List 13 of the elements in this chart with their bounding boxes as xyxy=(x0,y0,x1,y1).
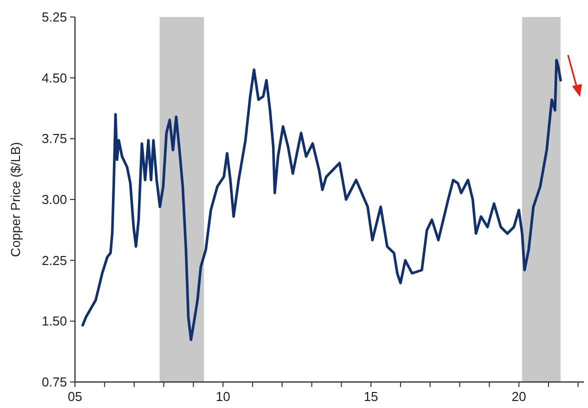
y-tick-label: 4.50 xyxy=(42,70,67,86)
y-tick-label: 3.75 xyxy=(42,131,67,146)
y-axis-title: Copper Price ($/LB) xyxy=(8,142,23,257)
y-tick-label: 0.75 xyxy=(42,374,67,390)
y-tick-label: 1.50 xyxy=(42,314,67,329)
x-tick-label: 20 xyxy=(512,389,526,404)
line-series xyxy=(81,58,562,342)
y-tick-label: 2.25 xyxy=(42,252,67,268)
x-tick-label: 15 xyxy=(364,389,378,404)
x-tick-label: 05 xyxy=(68,389,82,404)
y-tick-label: 3.00 xyxy=(42,192,67,208)
y-tick-label: 5.25 xyxy=(42,10,67,25)
x-tick-label: 10 xyxy=(216,389,230,404)
